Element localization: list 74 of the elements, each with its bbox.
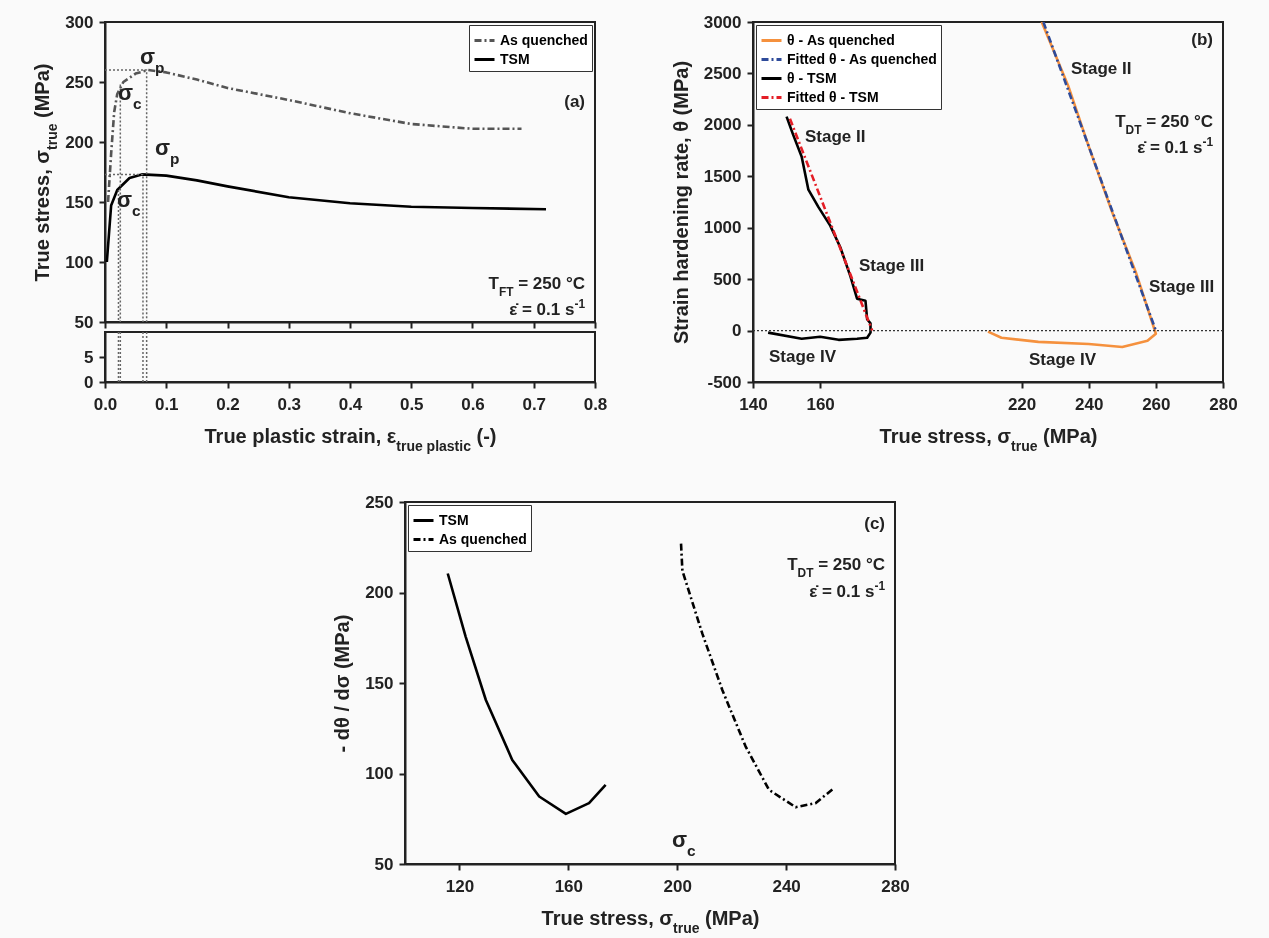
x-tick-label: 140	[739, 394, 768, 414]
annotation: σ$_{c}$	[117, 187, 142, 219]
x-axis-title: True plastic strain, ε$_{true plastic}$ (-)	[204, 424, 497, 454]
annotation: (a)	[564, 92, 585, 111]
y-tick-label: 150	[365, 673, 394, 693]
annotation: (b)	[1191, 30, 1213, 49]
annotation: ε̇ = 0.1 s$^{-1}$	[1137, 135, 1214, 157]
x-tick-label: 0.7	[522, 394, 547, 414]
annotation: Stage IV	[1029, 350, 1097, 369]
y-tick-label: 50	[74, 312, 94, 332]
x-tick-label: 0.6	[461, 394, 485, 414]
y-tick-label: 2000	[703, 115, 742, 135]
legend-label: As quenched	[439, 530, 527, 547]
y-tick-label: 0	[732, 321, 742, 341]
legend-label: Fitted θ - TSM	[787, 88, 879, 105]
x-tick-label: 160	[554, 876, 584, 896]
annotation: Stage III	[1149, 277, 1215, 296]
annotation: ε̇ = 0.1 s$^{-1}$	[809, 579, 886, 601]
y-tick-label: 150	[65, 192, 94, 212]
x-tick-label: 0.5	[399, 394, 424, 414]
legend-label: θ - TSM	[787, 69, 837, 86]
y-tick-label: 5	[84, 347, 94, 367]
x-tick-label: 200	[663, 876, 692, 896]
annotation: ε̇ = 0.1 s$^{-1}$	[509, 297, 586, 319]
y-tick-label: 250	[365, 492, 394, 512]
legend-label: TSM	[500, 50, 530, 67]
y-axis-title: Strain hardening rate, θ (MPa)	[669, 60, 692, 345]
x-tick-label: 240	[772, 876, 801, 896]
x-tick-label: 120	[445, 876, 475, 896]
y-tick-label: 300	[65, 12, 94, 32]
y-tick-label: -500	[707, 372, 742, 392]
x-axis-title: True stress, σ$_{true}$ (MPa)	[879, 424, 1098, 454]
legend-label: TSM	[439, 511, 469, 528]
x-tick-label: 0.3	[277, 394, 302, 414]
y-tick-label: 500	[713, 269, 742, 289]
annotation: Stage II	[805, 127, 866, 146]
annotation: Stage II	[1071, 59, 1132, 78]
y-tick-label: 0	[84, 372, 94, 392]
annotation: T$_{DT}$ = 250 °C	[1115, 112, 1213, 137]
annotation: (c)	[864, 514, 885, 533]
x-tick-label: 280	[1209, 394, 1238, 414]
y-tick-label: 1500	[703, 166, 742, 186]
x-tick-label: 220	[1007, 394, 1037, 414]
x-tick-label: 0.0	[93, 394, 118, 414]
x-axis-title: True stress, σ$_{true}$ (MPa)	[541, 906, 760, 936]
y-tick-label: 3000	[703, 12, 742, 32]
x-tick-label: 280	[881, 876, 910, 896]
annotation: Stage IV	[769, 347, 837, 366]
y-tick-label: 1000	[703, 218, 742, 238]
y-axis-title: - dθ / dσ (MPa)	[331, 614, 354, 753]
y-tick-label: 200	[365, 583, 394, 602]
x-tick-label: 260	[1142, 394, 1171, 414]
annotation: Stage III	[859, 256, 925, 275]
y-tick-label: 2500	[703, 63, 742, 83]
x-tick-label: 0.2	[216, 394, 240, 414]
annotation: σ$_{c}$	[672, 827, 697, 859]
y-tick-label: 100	[365, 764, 394, 783]
annotation: σ$_{p}$	[140, 44, 165, 76]
x-tick-label: 240	[1075, 394, 1104, 414]
annotation: T$_{FT}$ = 250 °C	[488, 274, 585, 299]
annotation: σ$_{p}$	[155, 135, 180, 167]
y-tick-label: 200	[65, 132, 94, 152]
x-tick-label: 0.8	[583, 394, 608, 414]
x-tick-label: 0.4	[338, 394, 363, 414]
y-tick-label: 100	[65, 252, 94, 272]
legend-label: As quenched	[500, 31, 588, 48]
x-tick-label: 0.1	[154, 394, 179, 414]
y-tick-label: 50	[374, 854, 394, 874]
annotation: T$_{DT}$ = 250 °C	[787, 555, 885, 580]
x-tick-label: 160	[806, 394, 835, 414]
annotation: σ$_{c}$	[118, 80, 143, 112]
y-tick-label: 250	[65, 72, 94, 92]
legend-label: θ - As quenched	[787, 31, 895, 48]
legend-label: Fitted θ - As quenched	[787, 50, 937, 67]
